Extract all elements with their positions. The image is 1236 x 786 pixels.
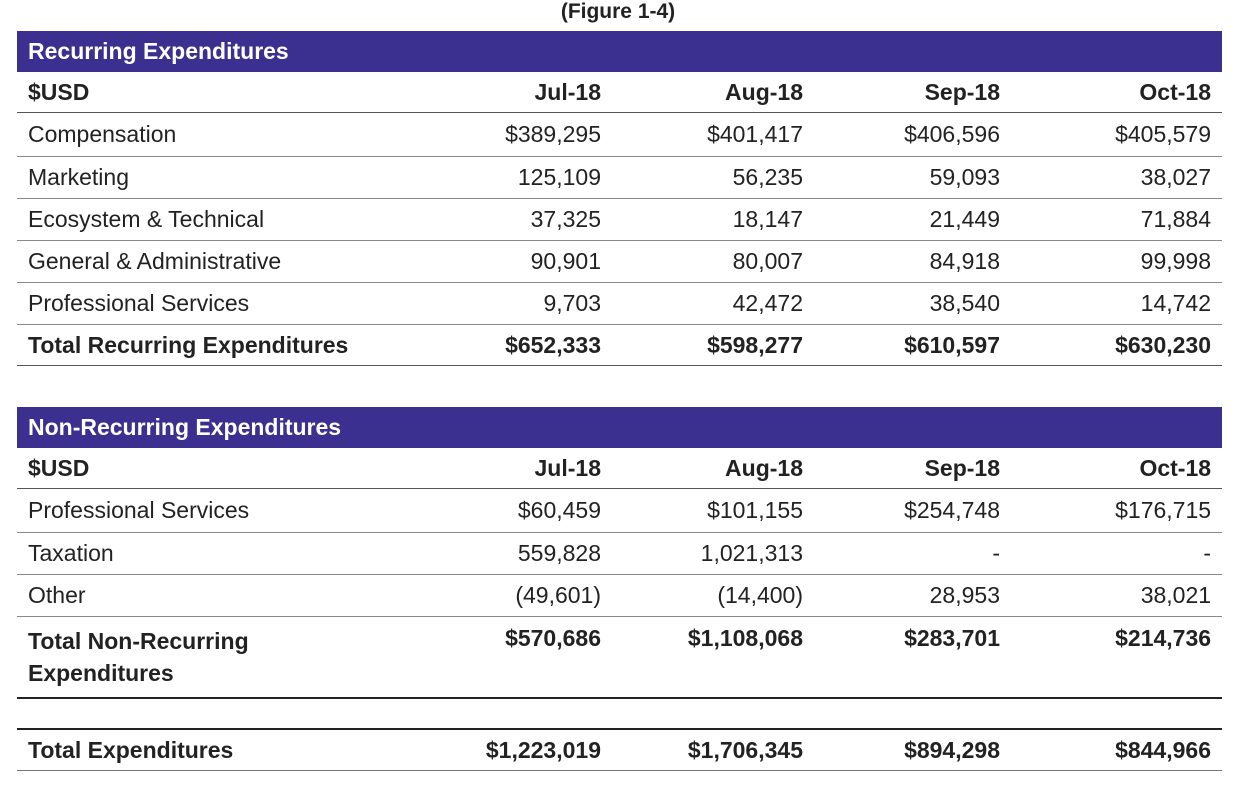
month-header: Aug-18 xyxy=(612,448,814,489)
currency-header: $USD xyxy=(17,448,417,489)
cell-value: (49,601) xyxy=(417,574,612,617)
cell-value: 71,884 xyxy=(1011,198,1223,241)
cell-value: $254,748 xyxy=(814,488,1011,533)
cell-value: 99,998 xyxy=(1011,240,1223,283)
cell-value: 559,828 xyxy=(417,532,612,575)
total-value: $610,597 xyxy=(814,324,1011,366)
total-value: $283,701 xyxy=(814,616,1011,699)
total-value: $570,686 xyxy=(417,616,612,699)
table-row: Other (49,601) (14,400) 28,953 38,021 xyxy=(17,574,1223,617)
total-value: $214,736 xyxy=(1011,616,1223,699)
total-value: $1,108,068 xyxy=(612,616,814,699)
table-row: Compensation $389,295 $401,417 $406,596 … xyxy=(17,112,1223,157)
cell-value: 18,147 xyxy=(612,198,814,241)
table-row: Taxation 559,828 1,021,313 - - xyxy=(17,532,1223,575)
month-header: Sep-18 xyxy=(814,72,1011,113)
month-header: Oct-18 xyxy=(1011,448,1223,489)
cell-value: 125,109 xyxy=(417,156,612,199)
cell-value: 90,901 xyxy=(417,240,612,283)
total-row: Total Recurring Expenditures $652,333 $5… xyxy=(17,324,1223,366)
cell-value: 38,021 xyxy=(1011,574,1223,617)
grand-total-table: Total Expenditures $1,223,019 $1,706,345… xyxy=(17,728,1222,771)
cell-value: 84,918 xyxy=(814,240,1011,283)
row-label: Ecosystem & Technical xyxy=(17,198,417,241)
table-row: Professional Services $60,459 $101,155 $… xyxy=(17,488,1223,533)
cell-value: 80,007 xyxy=(612,240,814,283)
total-label: Total Recurring Expenditures xyxy=(17,324,417,366)
row-label: Professional Services xyxy=(17,282,417,325)
grand-total-value: $1,706,345 xyxy=(612,728,814,771)
row-label: General & Administrative xyxy=(17,240,417,283)
row-label: Other xyxy=(17,574,417,617)
cell-value: 37,325 xyxy=(417,198,612,241)
row-label: Marketing xyxy=(17,156,417,199)
total-row: Total Non-Recurring Expenditures $570,686… xyxy=(17,616,1223,699)
total-label-line2: Expenditures xyxy=(28,660,174,686)
recurring-expenditures-table: Recurring Expenditures $USD Jul-18 Aug-1… xyxy=(17,31,1223,366)
cell-value: - xyxy=(814,532,1011,575)
cell-value: (14,400) xyxy=(612,574,814,617)
cell-value: $176,715 xyxy=(1011,488,1223,533)
cell-value: $389,295 xyxy=(417,112,612,157)
recurring-title: Recurring Expenditures xyxy=(17,31,1223,72)
grand-total-value: $1,223,019 xyxy=(417,728,612,771)
month-header: Jul-18 xyxy=(417,448,612,489)
total-value: $652,333 xyxy=(417,324,612,366)
cell-value: 1,021,313 xyxy=(612,532,814,575)
grand-total-value: $844,966 xyxy=(1011,728,1222,771)
cell-value: 38,027 xyxy=(1011,156,1223,199)
month-header: Aug-18 xyxy=(612,72,814,113)
cell-value: 28,953 xyxy=(814,574,1011,617)
table-row: Marketing 125,109 56,235 59,093 38,027 xyxy=(17,156,1223,199)
cell-value: 9,703 xyxy=(417,282,612,325)
cell-value: $401,417 xyxy=(612,112,814,157)
month-header: Oct-18 xyxy=(1011,72,1223,113)
grand-total-row: Total Expenditures $1,223,019 $1,706,345… xyxy=(17,728,1222,771)
currency-header: $USD xyxy=(17,72,417,113)
cell-value: $60,459 xyxy=(417,488,612,533)
table-row: Professional Services 9,703 42,472 38,54… xyxy=(17,282,1223,325)
row-label: Professional Services xyxy=(17,488,417,533)
grand-total-value: $894,298 xyxy=(814,728,1011,771)
nonrecurring-header-row: $USD Jul-18 Aug-18 Sep-18 Oct-18 xyxy=(17,448,1223,489)
table-row: Ecosystem & Technical 37,325 18,147 21,4… xyxy=(17,198,1223,241)
table-row: General & Administrative 90,901 80,007 8… xyxy=(17,240,1223,283)
cell-value: 21,449 xyxy=(814,198,1011,241)
recurring-banner: Recurring Expenditures xyxy=(17,31,1223,72)
cell-value: $101,155 xyxy=(612,488,814,533)
cell-value: 42,472 xyxy=(612,282,814,325)
cell-value: - xyxy=(1011,532,1223,575)
row-label: Taxation xyxy=(17,532,417,575)
nonrecurring-title: Non-Recurring Expenditures xyxy=(17,407,1223,448)
total-label: Total Non-Recurring Expenditures xyxy=(17,616,417,699)
total-value: $630,230 xyxy=(1011,324,1223,366)
total-value: $598,277 xyxy=(612,324,814,366)
nonrecurring-expenditures-table: Non-Recurring Expenditures $USD Jul-18 A… xyxy=(17,407,1223,699)
total-label-line1: Total Non-Recurring xyxy=(28,628,249,654)
row-label: Compensation xyxy=(17,112,417,157)
month-header: Jul-18 xyxy=(417,72,612,113)
nonrecurring-banner: Non-Recurring Expenditures xyxy=(17,407,1223,448)
cell-value: $406,596 xyxy=(814,112,1011,157)
figure-caption: (Figure 1-4) xyxy=(560,0,676,23)
grand-total-label: Total Expenditures xyxy=(17,728,417,771)
cell-value: 14,742 xyxy=(1011,282,1223,325)
cell-value: 59,093 xyxy=(814,156,1011,199)
cell-value: 38,540 xyxy=(814,282,1011,325)
month-header: Sep-18 xyxy=(814,448,1011,489)
cell-value: 56,235 xyxy=(612,156,814,199)
cell-value: $405,579 xyxy=(1011,112,1223,157)
recurring-header-row: $USD Jul-18 Aug-18 Sep-18 Oct-18 xyxy=(17,72,1223,113)
